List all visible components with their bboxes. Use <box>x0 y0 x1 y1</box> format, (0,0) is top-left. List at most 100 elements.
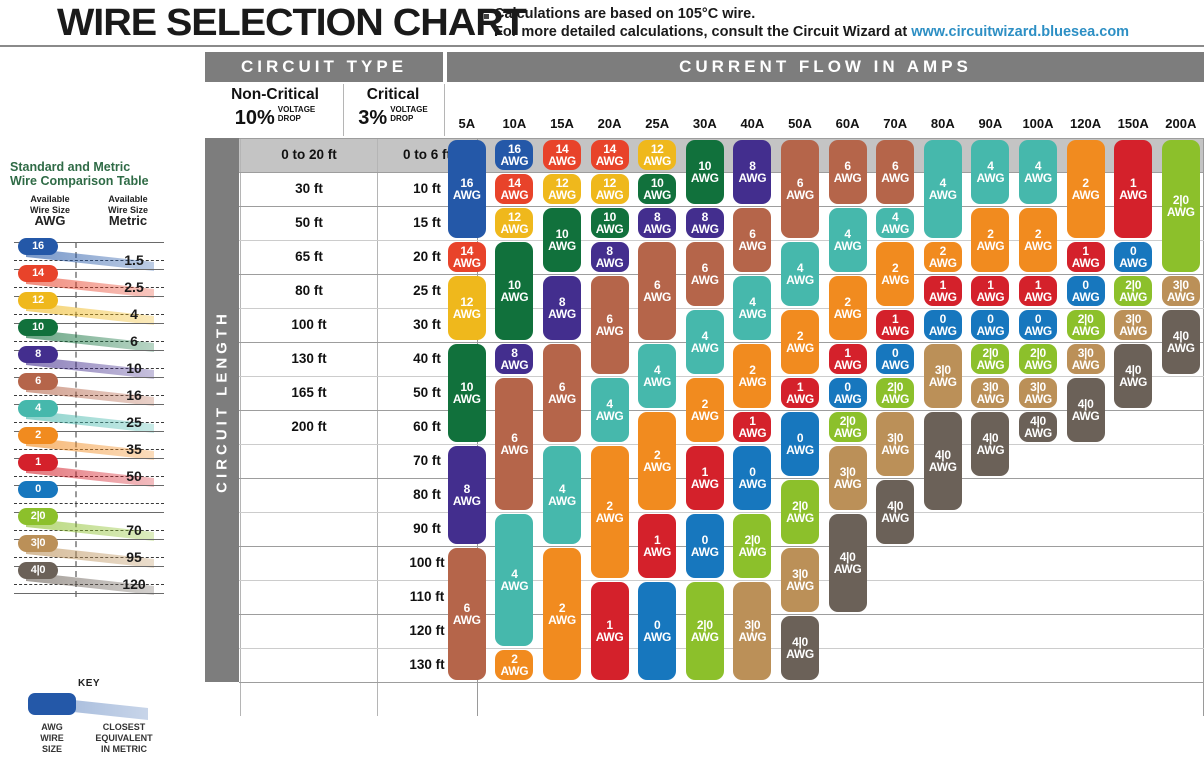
circuit-type-non-critical: Non-Critical 10% VOLTAGE DROP <box>207 86 343 134</box>
awg-bar: 10 AWG <box>638 174 677 204</box>
length-cell-critical: 90 ft <box>413 521 441 536</box>
sidebar-rows: 16 1.5 14 2.5 12 4 10 6 8 10 6 16 4 25 2 35 1 50 0 2|0 70 3|0… <box>0 238 178 597</box>
sidebar-awg-pill: 8 <box>18 346 58 363</box>
awg-bar: 14 AWG <box>495 174 534 204</box>
awg-bar-value: 4|0 <box>934 447 951 462</box>
awg-bar-value: 1 <box>796 379 804 394</box>
awg-bar-suffix: AWG <box>928 256 957 270</box>
sidebar-row-bottom-line <box>14 593 164 629</box>
awg-bar: 4|0 AWG <box>1114 344 1153 408</box>
awg-bar-value: 0 <box>796 430 804 445</box>
awg-bar: 12 AWG <box>638 140 677 170</box>
awg-bar-suffix: AWG <box>881 392 910 406</box>
awg-bar-value: 4 <box>844 226 851 241</box>
header-circuit-type: CIRCUIT TYPE <box>205 52 443 82</box>
awg-bar: 14 AWG <box>447 242 486 272</box>
awg-bar-value: 2 <box>606 498 613 513</box>
awg-bar-value: 6 <box>701 260 709 275</box>
amp-column-header: 40A <box>740 116 765 131</box>
awg-bar: 8 AWG <box>495 344 534 374</box>
awg-bar-suffix: AWG <box>690 477 719 491</box>
sidebar-wire-row: 12 4 <box>14 292 164 332</box>
awg-bar-suffix: AWG <box>1119 375 1148 389</box>
awg-bar-suffix: AWG <box>1024 239 1052 253</box>
page-title: WIRE SELECTION CHART <box>57 2 527 44</box>
sidebar-awg-pill: 2|0 <box>18 508 58 525</box>
awg-bar-value: 12 <box>508 209 521 224</box>
awg-bar: 3|0 AWG <box>781 548 819 612</box>
awg-bar-suffix: AWG <box>833 392 862 406</box>
awg-bar-value: 2|0 <box>1125 277 1142 292</box>
length-divider-2 <box>377 138 378 716</box>
circuit-length-text: CIRCUIT LENGTH <box>213 310 231 493</box>
awg-bar: 4|0 AWG <box>923 412 962 510</box>
awg-bar: 4 AWG <box>685 310 724 374</box>
sidebar-awg-pill: 4|0 <box>18 562 58 579</box>
awg-bar: 3|0 AWG <box>733 582 772 680</box>
awg-bar-value: 10 <box>508 277 521 292</box>
awg-bar: 12 AWG <box>447 276 486 340</box>
awg-bar-value: 3|0 <box>1172 277 1189 292</box>
awg-bar: 4|0 AWG <box>828 514 867 612</box>
sidebar-header-awg-big: AWG <box>34 213 66 228</box>
awg-bar-value: 6 <box>463 600 471 615</box>
amp-column-header: 100A <box>1022 116 1054 131</box>
awg-bar-suffix: AWG <box>500 358 529 372</box>
awg-metric-link-band <box>24 381 156 407</box>
awg-bar-suffix: AWG <box>500 664 529 678</box>
awg-bar: 2 AWG <box>543 548 581 680</box>
awg-bar-suffix: AWG <box>690 341 719 355</box>
awg-bar-suffix: AWG <box>738 426 767 440</box>
awg-bar-suffix: AWG <box>548 613 576 627</box>
awg-bar-value: 1 <box>1130 175 1137 190</box>
circuit-type-divider <box>343 84 344 136</box>
awg-bar-suffix: AWG <box>786 341 814 355</box>
awg-bar-suffix: AWG <box>500 290 529 304</box>
voltage-drop-label-cr: VOLTAGE DROP <box>390 105 428 123</box>
length-cell-critical: 110 ft <box>409 589 445 604</box>
awg-bar-suffix: AWG <box>1166 341 1195 355</box>
awg-bar: 10 AWG <box>543 208 581 272</box>
sidebar-wire-row: 14 2.5 <box>14 265 164 305</box>
awg-bar-value: 3|0 <box>934 362 951 377</box>
awg-bar-suffix: AWG <box>738 375 767 389</box>
awg-bar-suffix: AWG <box>452 494 481 508</box>
awg-bar-value: 0 <box>844 379 851 394</box>
awg-bar-value: 6 <box>511 430 518 445</box>
sidebar-wire-row: 4 25 <box>14 400 164 440</box>
awg-bar-suffix: AWG <box>1119 256 1148 270</box>
awg-bar-value: 4|0 <box>1172 328 1189 343</box>
awg-bar: 0 AWG <box>1114 242 1153 272</box>
awg-bar-suffix: AWG <box>690 222 719 236</box>
awg-bar: 2|0 AWG <box>876 378 915 408</box>
amp-column-header: 120A <box>1070 116 1102 131</box>
awg-bar-value: 0 <box>987 311 994 326</box>
awg-bar: 2 AWG <box>828 276 867 340</box>
awg-bar: 3|0 AWG <box>971 378 1010 408</box>
length-cell-non-critical: 0 to 20 ft <box>281 147 337 162</box>
length-cell-non-critical: 130 ft <box>291 351 327 366</box>
awg-bar-suffix: AWG <box>500 154 529 168</box>
length-cell-critical: 25 ft <box>413 283 441 298</box>
circuit-wizard-link[interactable]: www.circuitwizard.bluesea.com <box>911 24 1130 40</box>
sidebar-column-headers: Available Wire Size AWG Available Wire Siz… <box>0 194 178 240</box>
awg-bar-suffix: AWG <box>833 477 862 491</box>
circuit-type-critical-pct: 3% <box>358 107 388 129</box>
awg-bar: 0 AWG <box>923 310 962 340</box>
awg-bar: 1 AWG <box>876 310 915 340</box>
row-solid-line <box>14 242 164 243</box>
sidebar-wire-row: 10 6 <box>14 319 164 359</box>
awg-bar-value: 2 <box>844 294 851 309</box>
awg-bar-suffix: AWG <box>1024 324 1052 338</box>
awg-bar-suffix: AWG <box>1166 290 1195 304</box>
awg-bar-value: 0 <box>654 617 661 632</box>
length-cell-critical: 30 ft <box>413 317 441 332</box>
awg-bar: 12 AWG <box>590 174 629 204</box>
amp-column-header: 150A <box>1117 116 1149 131</box>
awg-bar: 4 AWG <box>828 208 867 272</box>
awg-bar: 2 AWG <box>685 378 724 442</box>
sidebar-title-line-2: Wire Comparison Table <box>10 174 149 188</box>
awg-bar-value: 3|0 <box>982 379 999 394</box>
awg-bar: 4 AWG <box>638 344 677 408</box>
awg-bar-suffix: AWG <box>786 511 814 525</box>
